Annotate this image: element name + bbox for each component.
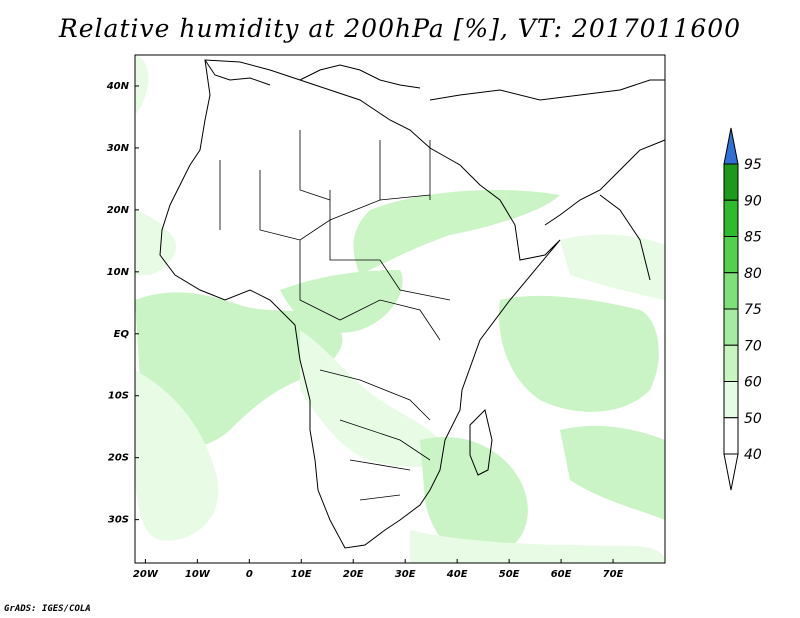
colorbar-box bbox=[723, 163, 739, 201]
colorbar-label: 40 bbox=[744, 447, 762, 463]
colorbar: 40 50 60 70 75 80 85 90 95 bbox=[723, 127, 762, 491]
lon-tick-label: 20W bbox=[133, 569, 159, 580]
colorbar-label: 70 bbox=[744, 338, 762, 354]
colorbar-box bbox=[723, 308, 739, 346]
lon-tick-label: 10W bbox=[185, 569, 211, 580]
latitude-ticks: 40N 30N 20N 10N EQ 10S 20S 30S bbox=[106, 81, 139, 526]
colorbar-box bbox=[723, 272, 739, 310]
colorbar-label: 95 bbox=[744, 157, 762, 173]
colorbar-top-arrow bbox=[723, 127, 739, 165]
colorbar-box bbox=[723, 417, 739, 455]
lat-tick-label: 20S bbox=[108, 453, 129, 464]
colorbar-label: 75 bbox=[744, 302, 762, 318]
lon-tick-label: 20E bbox=[343, 569, 364, 580]
colorbar-box bbox=[723, 236, 739, 274]
colorbar-bottom-arrow bbox=[723, 453, 739, 491]
lat-tick-label: 20N bbox=[107, 205, 130, 216]
chart-title: Relative humidity at 200hPa [%], VT: 201… bbox=[58, 14, 742, 43]
colorbar-label: 90 bbox=[744, 193, 762, 209]
lat-tick-label: 10S bbox=[108, 391, 129, 402]
lon-tick-label: 60E bbox=[551, 569, 572, 580]
plot-frame bbox=[134, 54, 666, 564]
lat-tick-label: 30N bbox=[107, 143, 130, 154]
colorbar-box bbox=[723, 381, 739, 419]
lat-tick-label: EQ bbox=[114, 329, 130, 340]
colorbar-box bbox=[723, 344, 739, 382]
lon-tick-label: 10E bbox=[291, 569, 312, 580]
lon-tick-label: 0 bbox=[246, 569, 253, 580]
colorbar-label: 80 bbox=[744, 266, 762, 282]
longitude-ticks: 20W 10W 0 10E 20E 30E 40E 50E 60E 70E bbox=[133, 559, 624, 580]
credit-label: GrADS: IGES/COLA bbox=[4, 604, 91, 614]
lat-tick-label: 30S bbox=[108, 515, 129, 526]
colorbar-label: 60 bbox=[744, 375, 762, 391]
lat-tick-label: 10N bbox=[107, 267, 130, 278]
lat-tick-label: 40N bbox=[106, 81, 130, 92]
colorbar-box bbox=[723, 199, 739, 237]
lon-tick-label: 40E bbox=[446, 569, 468, 580]
lon-tick-label: 70E bbox=[603, 569, 624, 580]
country-borders bbox=[219, 130, 451, 501]
colorbar-label: 85 bbox=[744, 230, 762, 246]
lon-tick-label: 30E bbox=[395, 569, 416, 580]
humidity-shading bbox=[135, 55, 665, 563]
colorbar-label: 50 bbox=[744, 411, 762, 427]
lon-tick-label: 50E bbox=[499, 569, 520, 580]
